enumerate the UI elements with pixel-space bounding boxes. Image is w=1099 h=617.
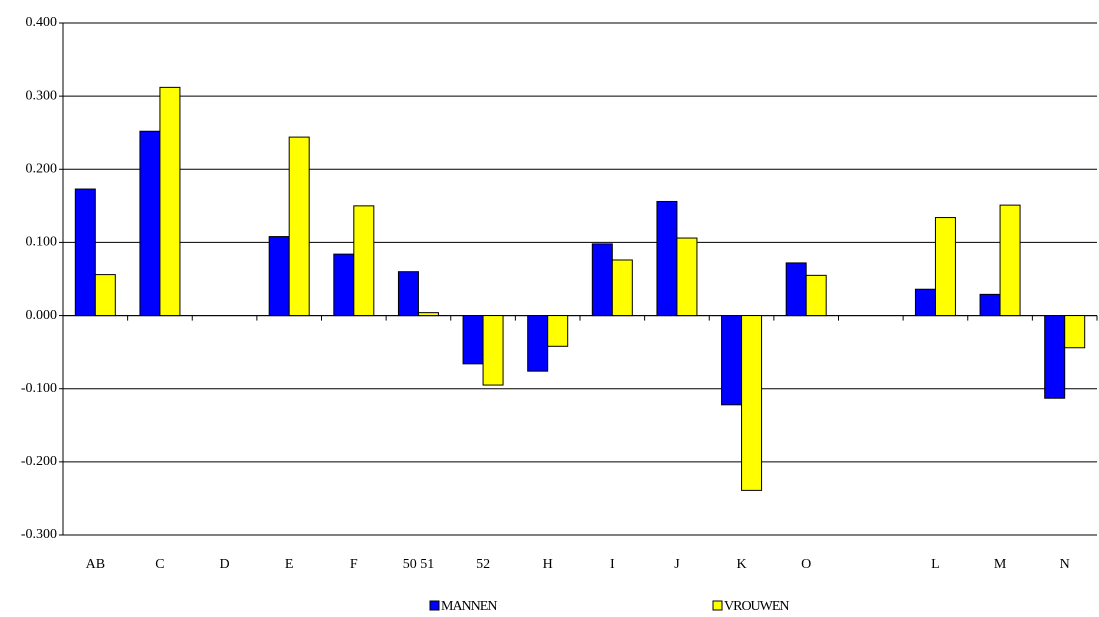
- bar: [741, 315, 763, 491]
- x-tick-label: E: [285, 557, 294, 572]
- y-tick-label: 0.000: [26, 308, 58, 323]
- bar: [611, 259, 633, 317]
- bar: [934, 217, 956, 317]
- bar: [333, 253, 355, 317]
- bar: [805, 274, 827, 317]
- bar: [288, 136, 310, 317]
- x-tick-label: 50 51: [403, 557, 435, 572]
- y-tick-label: -0.200: [21, 454, 57, 469]
- bar: [1064, 315, 1086, 349]
- legend-swatch: [429, 600, 440, 611]
- x-tick-label: 52: [476, 557, 490, 572]
- x-tick-label: H: [543, 557, 553, 572]
- x-tick-label: D: [220, 557, 230, 572]
- y-tick-label: -0.100: [21, 381, 57, 396]
- bar: [482, 315, 504, 386]
- bar: [676, 237, 698, 317]
- bar: [591, 243, 613, 317]
- bar: [353, 205, 375, 317]
- bar: [721, 315, 743, 406]
- bar: [94, 274, 116, 317]
- legend-label: MANNEN: [441, 599, 497, 614]
- x-tick-label: L: [931, 557, 940, 572]
- x-tick-label: N: [1060, 557, 1070, 572]
- y-tick-label: 0.400: [26, 15, 58, 30]
- x-tick-label: M: [994, 557, 1007, 572]
- y-tick-label: 0.200: [26, 162, 58, 177]
- x-tick-label: J: [674, 557, 680, 572]
- y-tick-label: -0.300: [21, 527, 57, 542]
- bar: [1044, 315, 1066, 399]
- x-tick-label: K: [737, 557, 747, 572]
- bar: [547, 315, 569, 347]
- bar: [139, 130, 161, 317]
- y-tick-label: 0.300: [26, 88, 58, 103]
- legend-swatch: [712, 600, 723, 611]
- bar: [999, 204, 1021, 317]
- bar: [74, 188, 96, 317]
- bar: [527, 315, 549, 372]
- y-tick-label: 0.100: [26, 235, 58, 250]
- bar: [462, 315, 484, 365]
- bar: [417, 312, 439, 317]
- x-tick-label: C: [155, 557, 164, 572]
- bar: [914, 288, 936, 317]
- bar: [397, 271, 419, 317]
- bar: [159, 86, 181, 317]
- x-tick-label: AB: [86, 557, 105, 572]
- bar: [979, 293, 1001, 317]
- x-tick-label: O: [801, 557, 811, 572]
- bar: [268, 236, 290, 317]
- x-tick-label: I: [610, 557, 615, 572]
- legend-label: VROUWEN: [724, 599, 789, 614]
- bar: [656, 200, 678, 317]
- bar: [785, 262, 807, 317]
- x-tick-label: F: [350, 557, 358, 572]
